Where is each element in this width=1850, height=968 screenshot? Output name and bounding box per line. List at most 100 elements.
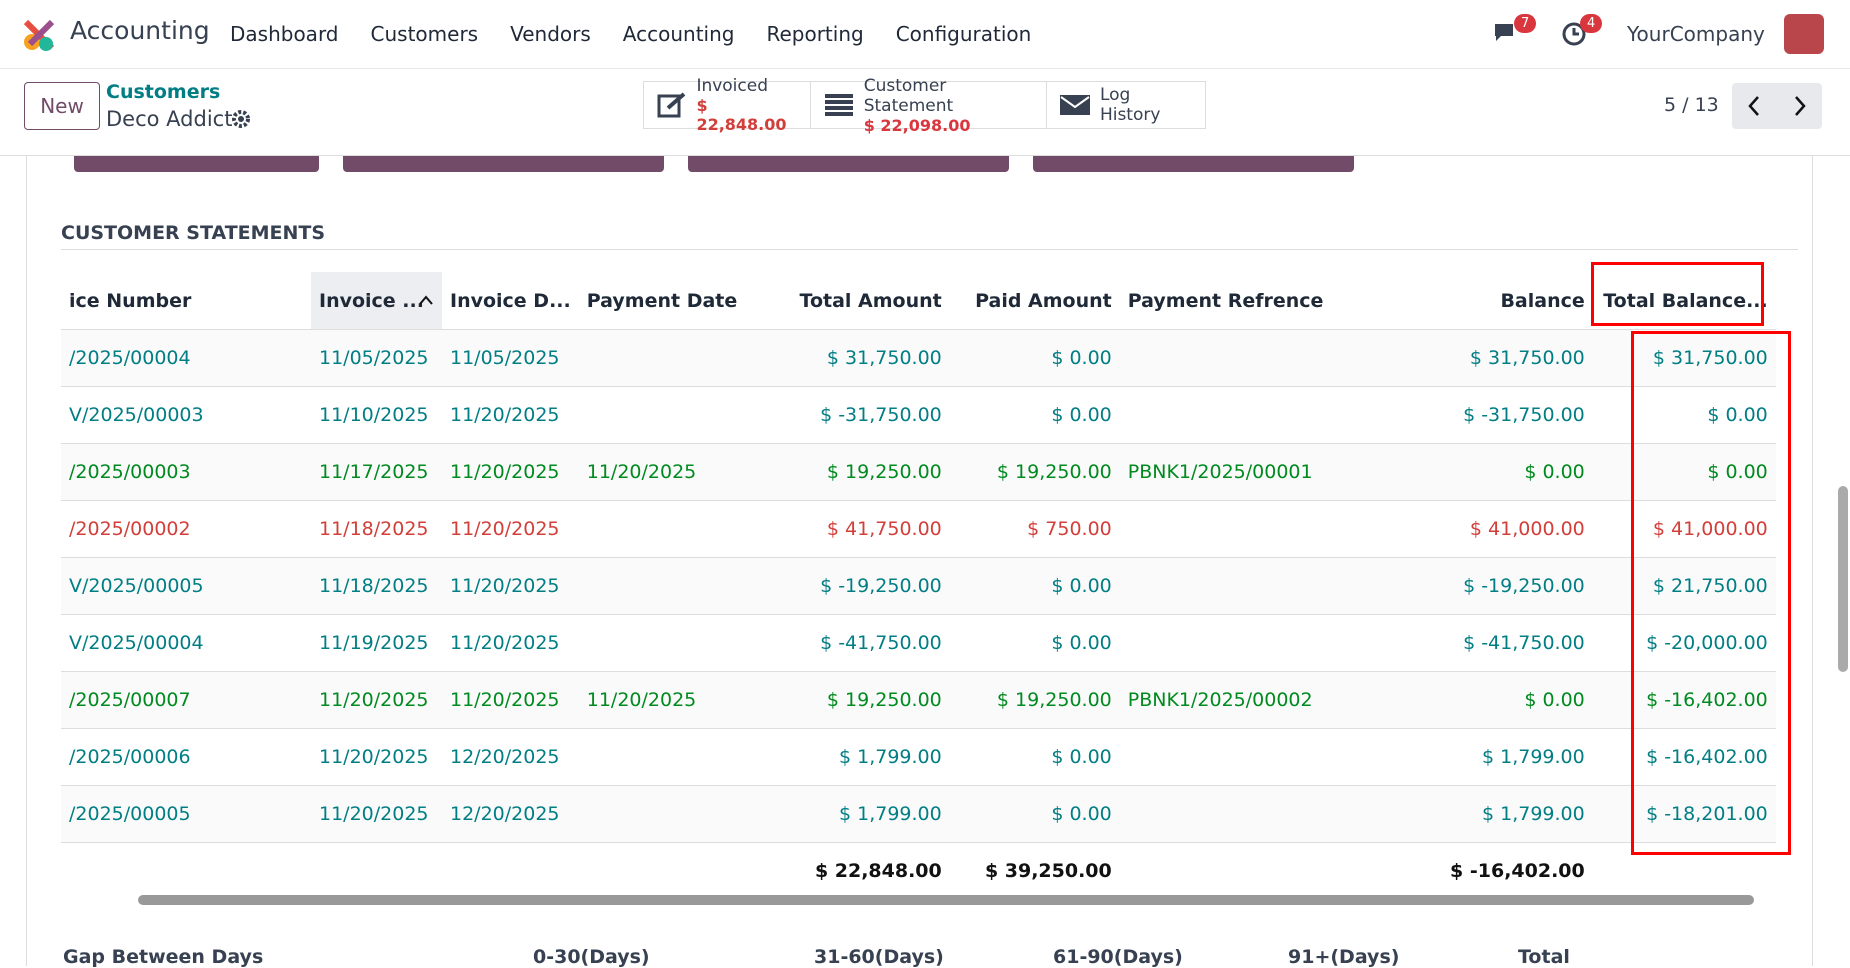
column-header[interactable]: Total Amount — [760, 272, 950, 330]
cell: $ 0.00 — [1421, 671, 1593, 729]
action-button[interactable] — [74, 156, 319, 172]
action-button[interactable] — [688, 156, 1009, 172]
cell: $ 0.00 — [1592, 386, 1776, 444]
column-header[interactable]: Balance — [1421, 272, 1593, 330]
table-row[interactable]: /2025/00003 11/17/2025 11/20/2025 11/20/202… — [61, 443, 1776, 501]
menu-item[interactable]: Vendors — [510, 22, 591, 46]
column-header[interactable]: Total Balance... — [1592, 272, 1776, 330]
activities-icon[interactable] — [1562, 20, 1590, 48]
cell: 11/05/2025 — [442, 329, 579, 387]
highlight-box — [1631, 331, 1791, 855]
cell: 11/20/2025 — [311, 785, 442, 843]
label: Invoiced — [696, 76, 769, 96]
statement-table: ice Number Invoice ... Invoice D... Payment… — [61, 272, 1776, 899]
cell — [578, 785, 761, 843]
table-row[interactable]: /2025/00005 11/20/2025 12/20/2025 $ 1,799.0… — [61, 785, 1776, 843]
messages-badge: 7 — [1514, 14, 1537, 33]
total-cell — [61, 843, 311, 900]
column-header[interactable]: Invoice D... — [442, 272, 579, 330]
cell: $ -31,750.00 — [760, 386, 950, 444]
value: $ 22,098.00 — [863, 115, 971, 135]
gear-icon[interactable] — [231, 109, 251, 129]
table-row[interactable]: /2025/00006 11/20/2025 12/20/2025 $ 1,799.0… — [61, 728, 1776, 786]
cell: $ -19,250.00 — [760, 557, 950, 615]
column-header[interactable]: Paid Amount — [949, 272, 1120, 330]
app-logo — [23, 19, 55, 51]
column-header[interactable]: Invoice ... — [311, 272, 442, 330]
cell — [578, 614, 761, 672]
total-cell — [442, 843, 579, 900]
cell: 11/19/2025 — [311, 614, 442, 672]
cell — [1119, 557, 1422, 615]
smart-button[interactable]: Customer Statement $ 22,098.00 — [810, 76, 1047, 135]
table-row[interactable]: V/2025/00005 11/18/2025 11/20/2025 $ -19,25… — [61, 557, 1776, 615]
cell: 11/05/2025 — [311, 329, 442, 387]
cell: V/2025/00004 — [61, 614, 311, 672]
table-body: /2025/00004 11/05/2025 11/05/2025 $ 31,750.… — [61, 329, 1776, 843]
menu-item[interactable]: Reporting — [766, 22, 864, 46]
cell: 11/20/2025 — [442, 614, 579, 672]
app-name[interactable]: Accounting — [70, 16, 210, 45]
new-button[interactable]: New — [24, 82, 100, 130]
cell: $ 19,250.00 — [949, 671, 1120, 729]
total-cell — [1120, 843, 1422, 900]
h-scrollbar[interactable] — [66, 895, 1766, 905]
form-sheet — [26, 156, 1813, 966]
cell: $ 1,799.00 — [1421, 728, 1593, 786]
smart-button[interactable]: Log History — [1046, 81, 1206, 129]
next-button[interactable] — [1777, 83, 1822, 129]
avatar[interactable] — [1784, 14, 1824, 54]
list-icon — [825, 94, 853, 116]
prev-button[interactable] — [1732, 83, 1777, 129]
highlight-box — [1591, 262, 1764, 326]
cell: 11/20/2025 — [442, 557, 579, 615]
menu-item[interactable]: Accounting — [622, 22, 735, 46]
cell: $ 0.00 — [949, 614, 1120, 672]
cell: 11/20/2025 — [311, 728, 442, 786]
cell — [1119, 728, 1422, 786]
total-cell: $ 22,848.00 — [814, 860, 942, 882]
cell: $ 19,250.00 — [760, 671, 950, 729]
v-scrollbar[interactable] — [1838, 486, 1848, 672]
cell: /2025/00005 — [61, 785, 311, 843]
column-header[interactable]: Payment Refrence — [1119, 272, 1422, 330]
action-button[interactable] — [1033, 156, 1354, 172]
cell: 11/20/2025 — [442, 671, 579, 729]
cell: $ 19,250.00 — [949, 443, 1120, 501]
aging-column-header: 91+(Days) — [1288, 946, 1400, 968]
table-row[interactable]: /2025/00004 11/05/2025 11/05/2025 $ 31,750.… — [61, 329, 1776, 387]
column-header[interactable]: ice Number — [61, 272, 311, 330]
column-header[interactable]: Payment Date — [578, 272, 761, 330]
action-button[interactable] — [343, 156, 664, 172]
cell: $ 0.00 — [1592, 443, 1776, 501]
cell — [578, 728, 761, 786]
company[interactable]: YourCompany — [1627, 22, 1765, 46]
table-row[interactable]: /2025/00002 11/18/2025 11/20/2025 $ 41,750.… — [61, 500, 1776, 558]
cell — [578, 386, 761, 444]
table-row[interactable]: V/2025/00004 11/19/2025 11/20/2025 $ -41,75… — [61, 614, 1776, 672]
cell: $ 41,750.00 — [760, 500, 950, 558]
cell: 11/20/2025 — [311, 671, 442, 729]
cell: 11/17/2025 — [311, 443, 442, 501]
cell: /2025/00007 — [61, 671, 311, 729]
cell: $ -19,250.00 — [1421, 557, 1593, 615]
header-row: ice Number Invoice ... Invoice D... Payment… — [61, 272, 1776, 330]
menu-item[interactable]: Configuration — [895, 22, 1032, 46]
menu-item[interactable]: Dashboard — [230, 22, 339, 46]
aging-column-header: 31-60(Days) — [814, 946, 944, 968]
messages-icon[interactable] — [1492, 20, 1522, 48]
table-row[interactable]: /2025/00007 11/20/2025 11/20/2025 11/20/202… — [61, 671, 1776, 729]
cell: 11/20/2025 — [442, 386, 579, 444]
cell — [1119, 329, 1422, 387]
breadcrumb[interactable]: Customers — [106, 81, 221, 103]
cell: $ 41,000.00 — [1421, 500, 1593, 558]
control-panel: New Customers Deco Addict Invoiced $ 22,8… — [0, 69, 1850, 156]
smart-button[interactable]: Invoiced $ 22,848.00 — [643, 76, 811, 134]
mail-icon — [1060, 95, 1090, 115]
table-row[interactable]: V/2025/00003 11/10/2025 11/20/2025 $ -31,75… — [61, 386, 1776, 444]
cell: $ -20,000.00 — [1592, 614, 1776, 672]
menu-item[interactable]: Customers — [370, 22, 479, 46]
cell: $ 31,750.00 — [1421, 329, 1593, 387]
cell: $ 1,799.00 — [760, 785, 950, 843]
